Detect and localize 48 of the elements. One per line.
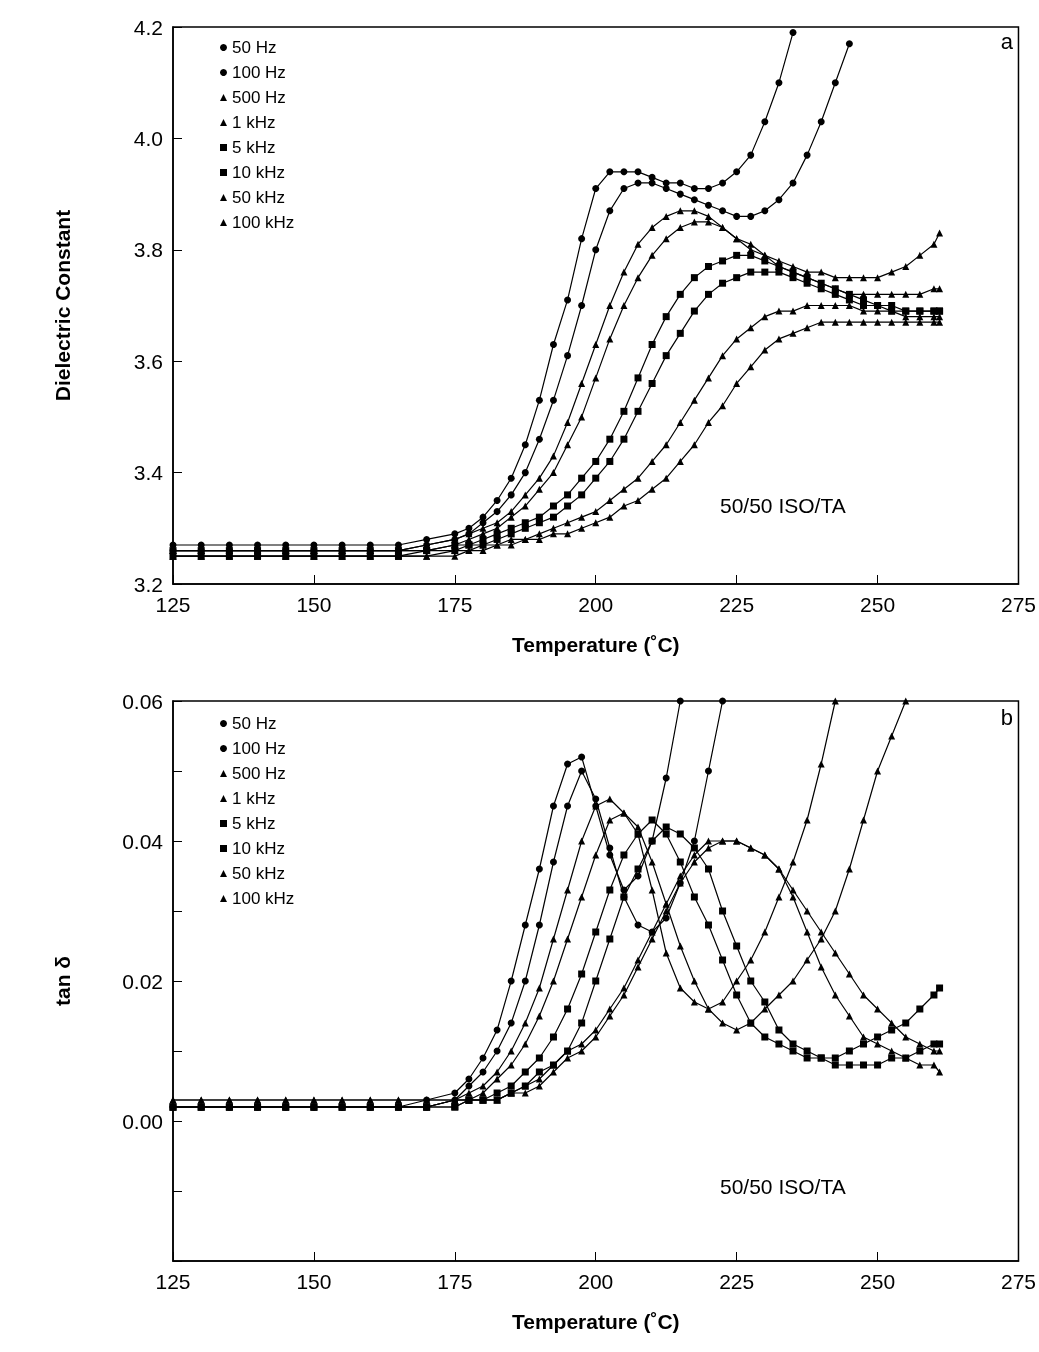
legend-label: 10 kHz [232,839,285,858]
x-tick-label: 225 [719,593,755,616]
x-tick-label: 250 [860,1270,896,1293]
legend-label: 100 Hz [232,63,286,82]
x-tick-label: 150 [296,1270,332,1293]
y-tick-label: 0.04 [122,829,164,853]
y-tick-label: 3.6 [133,349,163,373]
annotation: a [1000,28,1014,54]
x-tick-label: 125 [155,1270,191,1293]
legend-label: 100 Hz [232,739,286,758]
x-tick-label: 225 [719,1270,755,1293]
y-tick-label: 0.00 [122,1109,163,1133]
annotation: 50/50 ISO/TA [720,494,846,517]
annotation: 50/50 ISO/TA [720,1175,846,1198]
y-tick-label: 4.2 [133,15,163,39]
y-tick-label: 3.4 [133,461,164,485]
y-tick-label: 0.06 [122,689,163,713]
x-axis-title: Temperature (˚C) [511,633,680,656]
y-tick-label: 0.02 [122,969,163,993]
y-axis-title: tan δ [51,955,74,1007]
x-axis-title: Temperature (˚C) [511,1310,680,1333]
legend-label: 1 kHz [232,113,276,132]
x-tick-label: 175 [437,593,473,616]
x-tick-label: 125 [155,593,191,616]
legend-label: 50 kHz [232,864,285,883]
y-axis-title: Dielectric Constant [51,209,74,402]
legend-label: 10 kHz [232,163,285,182]
legend-label: 5 kHz [232,138,276,157]
y-tick-label: 4.0 [133,126,163,150]
legend-label: 500 Hz [232,88,286,107]
x-tick-label: 200 [578,1270,614,1293]
y-tick-label: 3.2 [133,572,163,596]
x-tick-label: 200 [578,593,614,616]
x-tick-label: 275 [1000,1270,1036,1293]
legend-label: 1 kHz [232,789,276,808]
x-tick-label: 175 [437,1270,473,1293]
legend-label: 100 kHz [232,213,295,232]
annotation: b [1000,704,1014,730]
x-tick-label: 150 [296,593,332,616]
legend-label: 500 Hz [232,764,286,783]
legend-label: 50 kHz [232,188,285,207]
legend-label: 100 kHz [232,889,295,908]
y-tick-label: 3.8 [133,238,163,262]
legend-label: 50 Hz [232,714,277,733]
x-tick-label: 250 [860,593,896,616]
legend-label: 5 kHz [232,814,276,833]
legend-label: 50 Hz [232,38,277,57]
x-tick-label: 275 [1000,593,1036,616]
